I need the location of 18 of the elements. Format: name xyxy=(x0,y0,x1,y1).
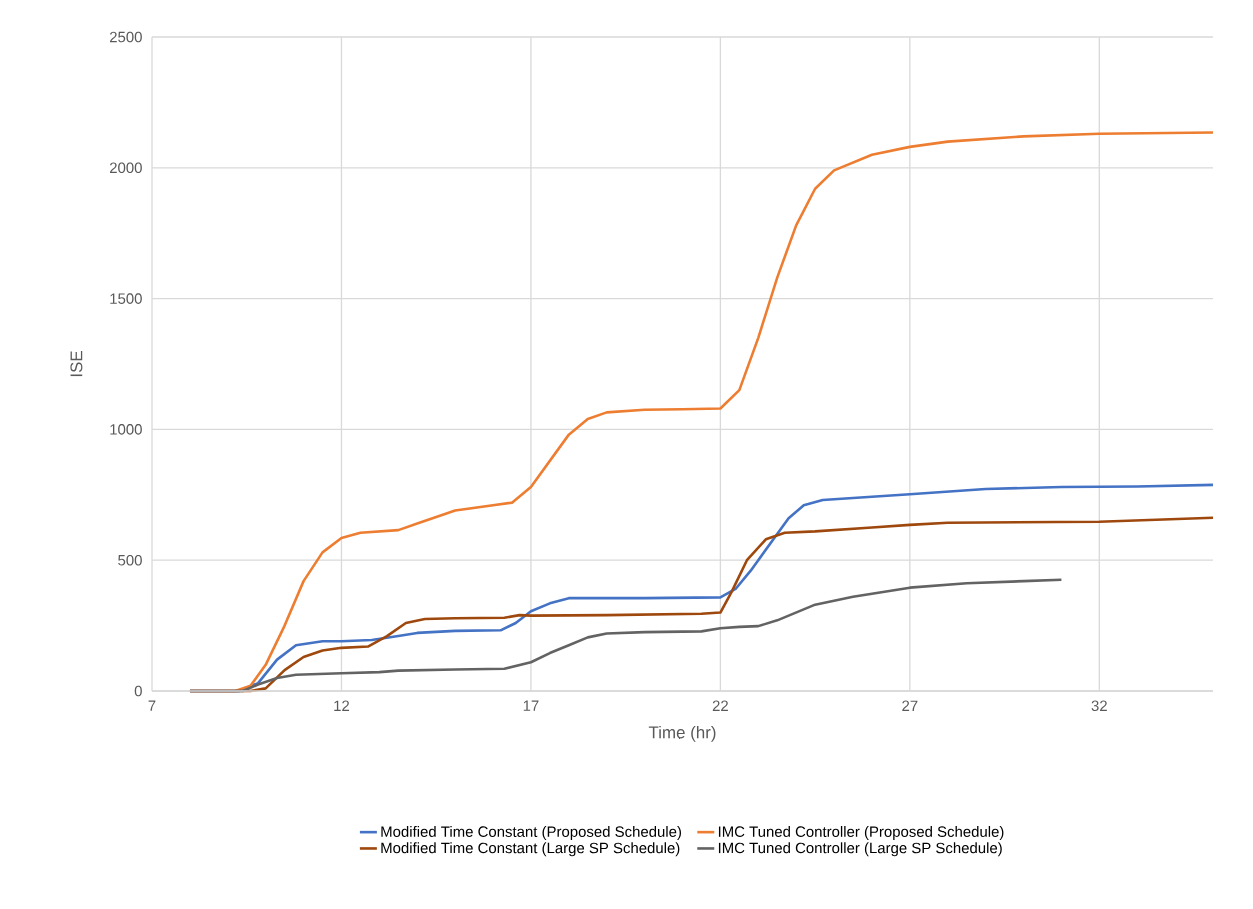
x-tick-label: 27 xyxy=(902,700,918,711)
legend-label: Modified Time Constant (Large SP Schedule) xyxy=(381,842,680,857)
y-tick-label: 0 xyxy=(134,685,142,697)
legend-label: IMC Tuned Controller (Large SP Schedule) xyxy=(718,842,1002,857)
x-tick-label: 7 xyxy=(148,700,156,711)
x-tick-label: 32 xyxy=(1091,700,1107,712)
y-tick-label: 2000 xyxy=(109,162,142,174)
y-tick-label: 1500 xyxy=(110,293,142,304)
legend-label: IMC Tuned Controller (Proposed Schedule) xyxy=(718,825,1004,840)
y-tick-label: 1000 xyxy=(110,424,142,435)
legend-label: Modified Time Constant (Proposed Schedule) xyxy=(381,825,681,840)
x-tick-label: 17 xyxy=(523,700,539,711)
x-axis-title: Time (hr) xyxy=(648,725,716,742)
x-tick-label: 12 xyxy=(334,700,350,711)
y-tick-label: 500 xyxy=(118,554,142,566)
y-axis-title: ISE xyxy=(70,351,83,377)
y-tick-label: 2500 xyxy=(109,31,142,43)
x-tick-label: 22 xyxy=(712,700,728,711)
